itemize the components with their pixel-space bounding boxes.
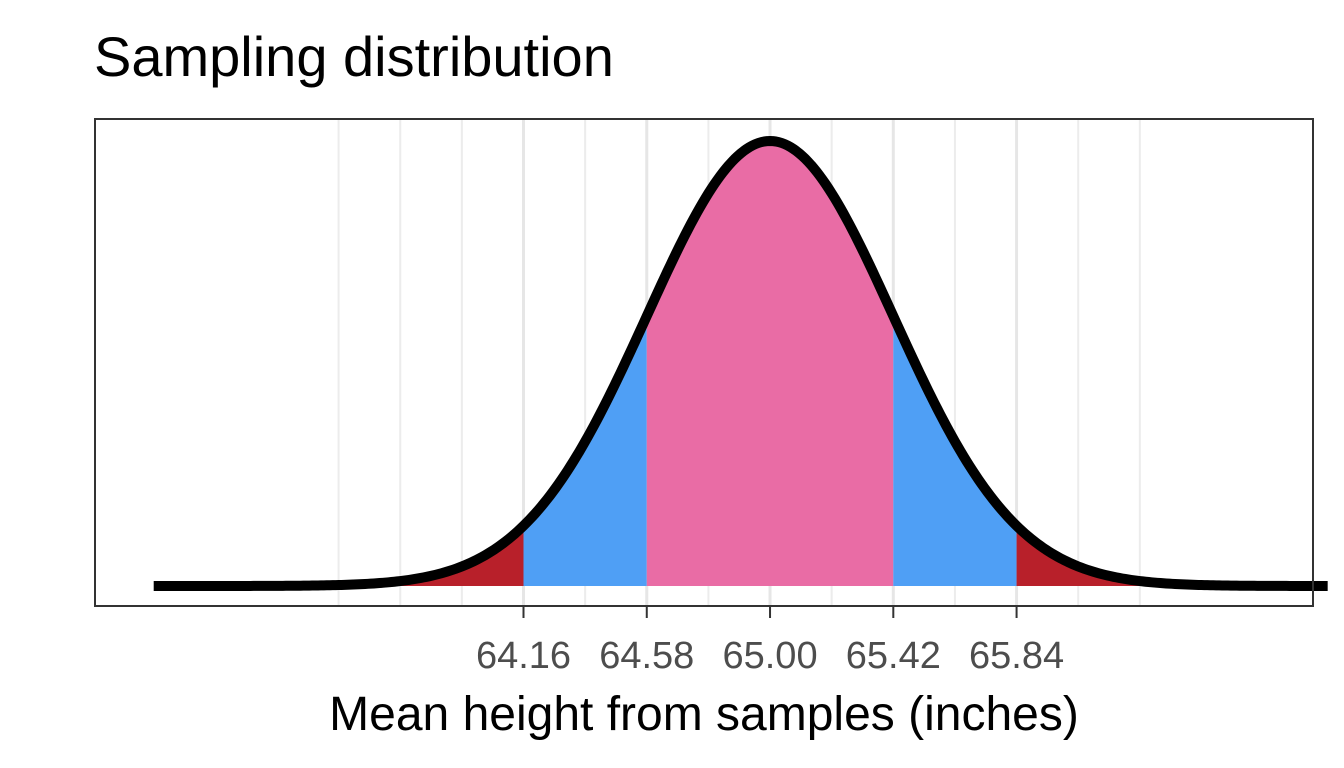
density-curve-layer — [151, 136, 1330, 591]
plot-panel-border — [94, 118, 1314, 607]
x-tick-label-0: 64.16 — [476, 635, 571, 677]
shaded-regions — [338, 141, 1202, 586]
x-tick-label-1: 64.58 — [599, 635, 694, 677]
x-axis-ticks — [522, 606, 1018, 618]
shaded-region-0 — [338, 525, 524, 586]
shaded-region-2 — [646, 141, 894, 586]
density-curve — [151, 136, 1330, 591]
x-tick-label-2: 65.00 — [722, 635, 817, 677]
x-axis-tick-labels: 64.16 64.58 65.00 65.42 65.84 — [476, 635, 1064, 677]
chart-title: Sampling distribution — [94, 25, 614, 88]
x-axis-title: Mean height from samples (inches) — [329, 688, 1079, 741]
shaded-region-4 — [1016, 525, 1202, 586]
x-tick-label-4: 65.84 — [969, 635, 1064, 677]
x-tick-label-3: 65.42 — [846, 635, 941, 677]
